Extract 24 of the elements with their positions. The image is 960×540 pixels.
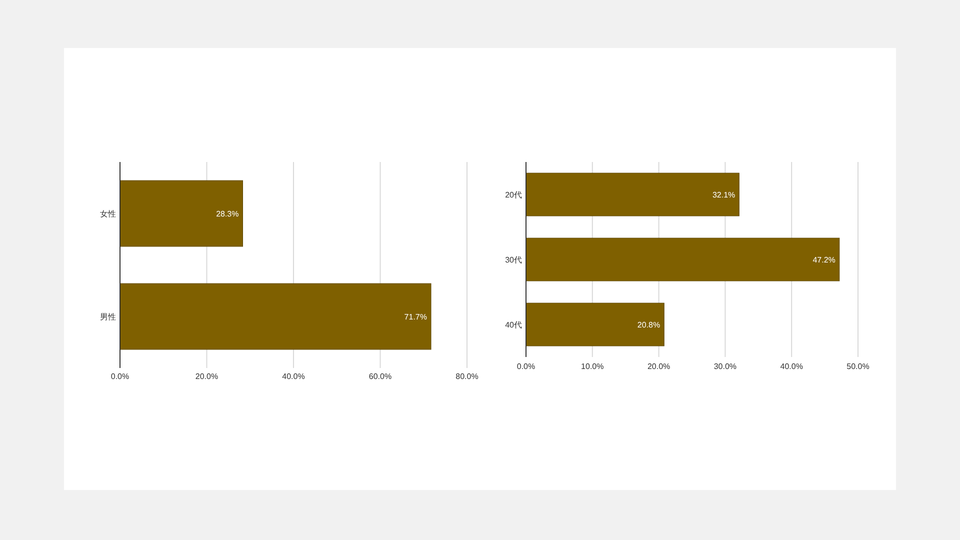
x-tick-label: 0.0% — [516, 362, 536, 371]
x-tick-label: 30.0% — [714, 362, 737, 371]
bar — [526, 238, 840, 282]
data-label: 20.8% — [637, 320, 660, 330]
bar — [526, 302, 664, 346]
x-tick-label: 50.0% — [846, 362, 870, 371]
bar — [526, 172, 740, 216]
x-tick-label: 10.0% — [581, 362, 604, 371]
y-tick-label: 30代 — [505, 256, 522, 264]
x-tick-label: 20.0% — [195, 372, 218, 381]
data-label: 28.3% — [216, 210, 239, 218]
y-tick-label: 男性 — [100, 312, 116, 322]
x-tick-label: 0.0% — [110, 372, 130, 381]
y-tick-label: 20代 — [505, 190, 522, 200]
x-tick-label: 20.0% — [647, 362, 670, 371]
y-tick-label: 女性 — [100, 210, 116, 218]
data-label: 32.1% — [712, 190, 736, 200]
x-tick-label: 60.0% — [368, 372, 392, 381]
data-label: 47.2% — [812, 256, 836, 264]
x-tick-label: 80.0% — [456, 372, 478, 381]
x-tick-label: 40.0% — [780, 362, 803, 371]
y-tick-label: 40代 — [505, 320, 522, 330]
x-tick-label: 40.0% — [282, 372, 305, 381]
data-label: 71.7% — [404, 312, 427, 322]
